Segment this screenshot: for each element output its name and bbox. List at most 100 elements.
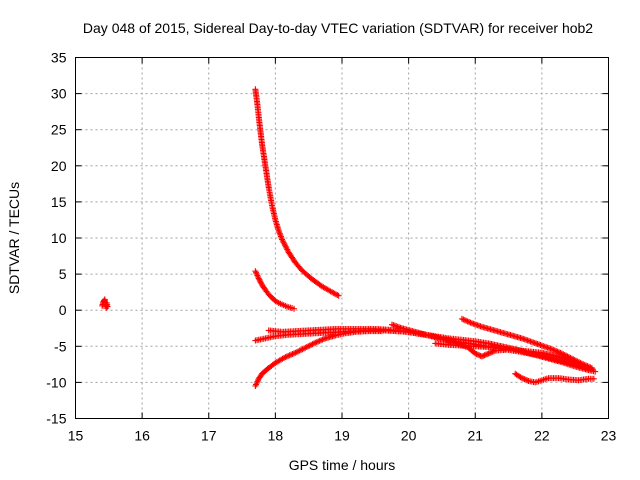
series-arc-j [512, 370, 597, 386]
data-point [329, 289, 336, 296]
y-tick-label: 0 [59, 302, 67, 318]
data-point [253, 271, 260, 278]
chart-title: Day 048 of 2015, Sidereal Day-to-day VTE… [83, 20, 593, 36]
data-point [293, 349, 300, 356]
data-point [575, 361, 582, 368]
data-point [472, 350, 479, 357]
y-tick-label: -15 [46, 411, 66, 427]
data-point [310, 340, 317, 347]
data-point [574, 360, 581, 367]
data-points [99, 86, 599, 390]
data-point [578, 362, 585, 369]
data-point [560, 351, 567, 358]
data-point [548, 346, 555, 353]
data-point [254, 272, 261, 279]
data-point [252, 383, 259, 390]
data-point [335, 292, 342, 299]
data-point [553, 348, 560, 355]
data-point [590, 375, 597, 382]
data-point [554, 348, 561, 355]
data-point [460, 316, 467, 323]
x-tick-label: 23 [601, 428, 617, 444]
data-point [255, 273, 262, 280]
data-point [333, 291, 340, 298]
data-point [478, 353, 485, 360]
data-point [458, 315, 465, 322]
data-point [330, 289, 337, 296]
y-tick-label: -10 [46, 374, 66, 390]
y-tick-label: 30 [51, 86, 67, 102]
data-point [572, 360, 579, 367]
y-tick-label: 5 [59, 266, 67, 282]
y-axis-label: SDTVAR / TECUs [6, 182, 22, 294]
x-tick-label: 17 [201, 428, 217, 444]
data-point [275, 227, 282, 234]
data-point [517, 374, 524, 381]
x-tick-label: 19 [334, 428, 350, 444]
data-point [557, 349, 564, 356]
data-point [585, 366, 592, 373]
data-point [253, 380, 260, 387]
data-point [473, 351, 480, 358]
data-point [286, 352, 293, 359]
data-point [488, 349, 495, 356]
data-point [288, 351, 295, 358]
data-point [253, 381, 260, 388]
data-point [302, 344, 309, 351]
data-point [550, 346, 557, 353]
data-point [283, 353, 290, 360]
x-tick-label: 16 [134, 428, 150, 444]
data-point [556, 349, 563, 356]
data-point [569, 358, 576, 365]
data-point [484, 351, 491, 358]
axis-ticks: 15 16 17 18 19 20 21 22 23 -15 -10 -5 0 5 10 15 20 25 30 35 [46, 50, 616, 444]
data-point [296, 347, 303, 354]
data-point [522, 376, 529, 383]
data-point [582, 364, 589, 371]
data-point [313, 339, 320, 346]
data-point [277, 232, 284, 239]
data-point [308, 341, 315, 348]
data-point [476, 352, 483, 359]
data-point [464, 318, 471, 325]
data-point [276, 230, 283, 237]
data-point [524, 377, 531, 384]
data-point [485, 350, 492, 357]
y-tick-label: 10 [51, 230, 67, 246]
data-point [334, 292, 341, 299]
data-point [255, 275, 262, 282]
data-point [486, 349, 493, 356]
series-arc-b [252, 86, 342, 299]
data-point [331, 290, 338, 297]
data-point [276, 229, 283, 236]
data-point [290, 350, 297, 357]
data-point [518, 375, 525, 382]
data-point [588, 364, 595, 371]
series-arc-c [252, 268, 298, 312]
data-point [315, 338, 322, 345]
data-point [571, 359, 578, 366]
data-point [305, 343, 312, 350]
data-point [558, 350, 565, 357]
series-arc-i [432, 340, 592, 373]
x-tick-label: 15 [68, 428, 84, 444]
data-point [309, 341, 316, 348]
data-point [292, 349, 299, 356]
data-point [467, 319, 474, 326]
data-point [104, 303, 111, 310]
data-point [291, 305, 298, 312]
data-point [466, 318, 473, 325]
y-tick-label: 20 [51, 158, 67, 174]
data-point [257, 279, 264, 286]
data-point [257, 278, 264, 285]
data-point [561, 351, 568, 358]
data-point [254, 378, 261, 385]
data-point [282, 354, 289, 361]
data-point [312, 339, 319, 346]
data-point [299, 346, 306, 353]
data-point [581, 364, 588, 371]
data-point [300, 345, 307, 352]
data-point [481, 352, 488, 359]
grid [75, 57, 609, 419]
